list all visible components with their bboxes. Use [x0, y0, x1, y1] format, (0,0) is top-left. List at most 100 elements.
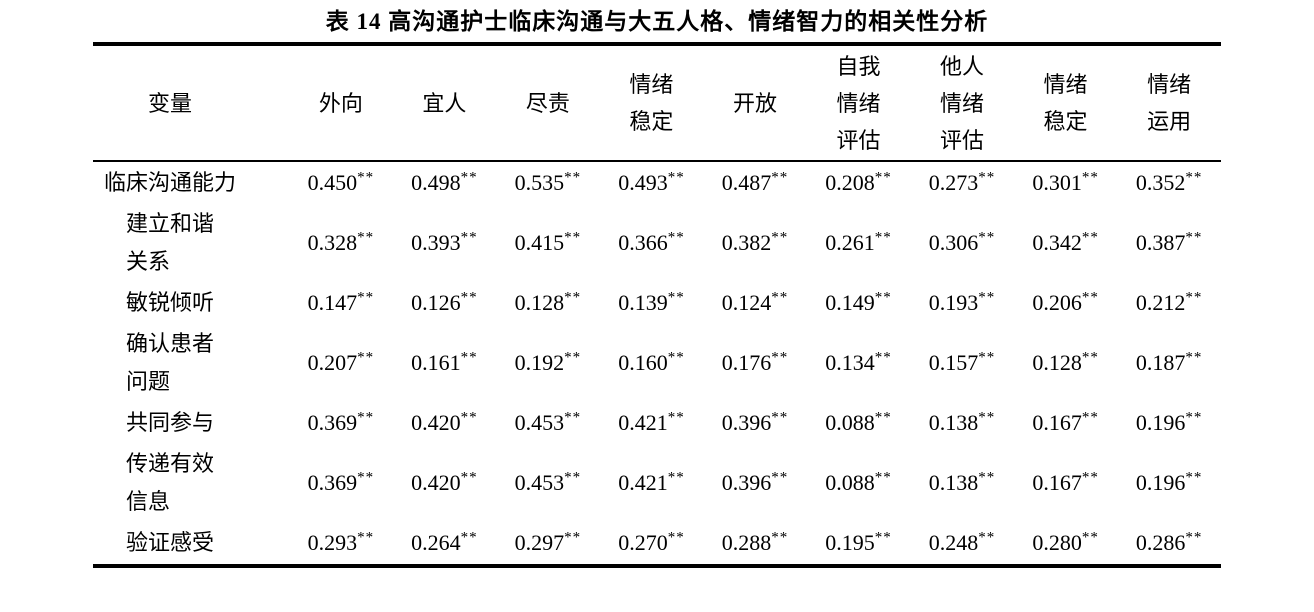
correlation-cell: 0.138** [928, 409, 996, 435]
correlation-cell: 0.196** [1135, 469, 1203, 495]
significance-stars: ** [460, 469, 478, 486]
table-row: 验证感受 0.293** 0.264** 0.297** 0.270** 0.288** 0… [93, 522, 1221, 566]
row-label: 确认患者 问题 [93, 324, 289, 402]
correlation-cell: 0.382** [721, 229, 789, 255]
table-header: 变量 外向 宜人 尽责 情绪 稳定 开放 自我 情绪 评估 他人 情绪 评估 情绪 稳定 情绪 运… [93, 44, 1221, 161]
correlation-cell: 0.128** [1032, 349, 1099, 375]
column-header: 情绪 稳定 [629, 72, 674, 134]
correlation-cell: 0.128** [514, 289, 582, 315]
significance-stars: ** [978, 409, 996, 426]
correlation-cell: 0.450** [307, 169, 375, 195]
significance-stars: ** [667, 529, 685, 546]
significance-stars: ** [1185, 169, 1203, 186]
correlation-cell: 0.208** [825, 169, 892, 195]
significance-stars: ** [978, 229, 996, 246]
correlation-cell: 0.297** [514, 529, 582, 555]
table-body: 临床沟通能力 0.450** 0.498** 0.535** 0.493** 0.487*… [93, 161, 1221, 566]
significance-stars: ** [1081, 349, 1099, 366]
significance-stars: ** [874, 469, 892, 486]
significance-stars: ** [667, 229, 685, 246]
significance-stars: ** [874, 349, 892, 366]
correlation-cell: 0.167** [1032, 409, 1099, 435]
significance-stars: ** [1081, 169, 1099, 186]
correlation-cell: 0.396** [721, 469, 789, 495]
significance-stars: ** [771, 349, 789, 366]
significance-stars: ** [667, 349, 685, 366]
significance-stars: ** [460, 409, 478, 426]
table-row: 临床沟通能力 0.450** 0.498** 0.535** 0.493** 0.487*… [93, 161, 1221, 204]
significance-stars: ** [771, 469, 789, 486]
significance-stars: ** [564, 469, 582, 486]
significance-stars: ** [874, 229, 892, 246]
significance-stars: ** [460, 529, 478, 546]
correlation-cell: 0.187** [1135, 349, 1203, 375]
row-label-text: 共同参与 [126, 410, 215, 435]
row-label-text: 确认患者 问题 [126, 331, 215, 394]
correlation-cell: 0.167** [1032, 469, 1099, 495]
correlation-cell: 0.286** [1135, 529, 1203, 555]
significance-stars: ** [564, 409, 582, 426]
correlation-cell: 0.193** [928, 289, 996, 315]
correlation-cell: 0.138** [928, 469, 996, 495]
row-label: 临床沟通能力 [93, 161, 289, 204]
correlation-cell: 0.415** [514, 229, 582, 255]
correlation-cell: 0.369** [307, 409, 375, 435]
significance-stars: ** [1081, 289, 1099, 306]
significance-stars: ** [978, 529, 996, 546]
significance-stars: ** [874, 169, 892, 186]
column-header: 开放 [732, 90, 777, 116]
significance-stars: ** [667, 469, 685, 486]
correlation-cell: 0.453** [514, 469, 582, 495]
row-label-text: 建立和谐 关系 [126, 211, 215, 274]
column-header: 宜人 [422, 90, 467, 116]
table-row: 建立和谐 关系 0.328** 0.393** 0.415** 0.366** 0.382… [93, 204, 1221, 282]
correlation-cell: 0.160** [618, 349, 685, 375]
significance-stars: ** [874, 409, 892, 426]
significance-stars: ** [771, 409, 789, 426]
significance-stars: ** [1185, 229, 1203, 246]
row-label: 验证感受 [93, 522, 289, 566]
significance-stars: ** [564, 529, 582, 546]
correlation-cell: 0.421** [618, 469, 685, 495]
row-label-text: 传递有效 信息 [126, 451, 215, 514]
significance-stars: ** [771, 289, 789, 306]
column-header: 自我 情绪 评估 [836, 53, 881, 153]
table-row: 敏锐倾听 0.147** 0.126** 0.128** 0.139** 0.124** 0… [93, 282, 1221, 324]
correlation-cell: 0.207** [307, 349, 375, 375]
correlation-cell: 0.421** [618, 409, 685, 435]
row-label: 共同参与 [93, 402, 289, 444]
correlation-cell: 0.088** [825, 469, 892, 495]
correlation-cell: 0.139** [618, 289, 685, 315]
significance-stars: ** [1081, 469, 1099, 486]
correlation-cell: 0.161** [411, 349, 478, 375]
correlation-cell: 0.396** [721, 409, 789, 435]
row-label: 建立和谐 关系 [93, 204, 289, 282]
significance-stars: ** [1185, 289, 1203, 306]
correlation-cell: 0.420** [411, 409, 478, 435]
correlation-cell: 0.149** [825, 289, 892, 315]
variable-column-header: 变量 [148, 90, 193, 116]
correlation-cell: 0.420** [411, 469, 478, 495]
correlation-cell: 0.212** [1135, 289, 1203, 315]
significance-stars: ** [667, 409, 685, 426]
significance-stars: ** [978, 349, 996, 366]
significance-stars: ** [1185, 529, 1203, 546]
significance-stars: ** [357, 289, 375, 306]
row-label-text: 敏锐倾听 [126, 290, 215, 315]
correlation-cell: 0.147** [307, 289, 375, 315]
column-header: 情绪 运用 [1147, 72, 1192, 134]
correlation-cell: 0.288** [721, 529, 789, 555]
correlation-cell: 0.088** [825, 409, 892, 435]
significance-stars: ** [564, 169, 582, 186]
correlation-cell: 0.306** [928, 229, 996, 255]
column-header: 情绪 稳定 [1043, 72, 1088, 134]
column-header: 他人 情绪 评估 [940, 53, 985, 153]
significance-stars: ** [771, 229, 789, 246]
table-row: 共同参与 0.369** 0.420** 0.453** 0.421** 0.396** 0… [93, 402, 1221, 444]
row-label: 敏锐倾听 [93, 282, 289, 324]
significance-stars: ** [1185, 349, 1203, 366]
row-label: 传递有效 信息 [93, 444, 289, 522]
significance-stars: ** [978, 469, 996, 486]
table-caption: 表 14 高沟通护士临床沟通与大五人格、情绪智力的相关性分析 [325, 9, 989, 34]
significance-stars: ** [460, 169, 478, 186]
